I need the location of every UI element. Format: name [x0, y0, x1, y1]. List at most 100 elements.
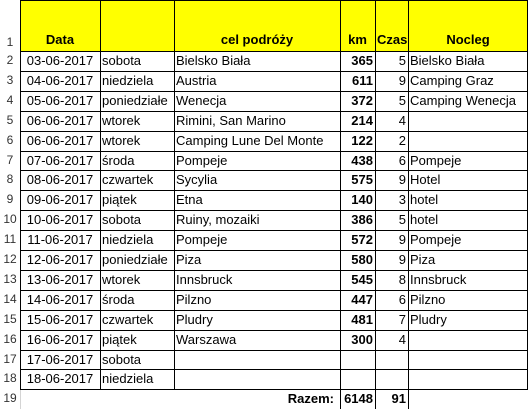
cell-date[interactable]: 03-06-2017: [26, 53, 94, 68]
cell-dest[interactable]: Ruiny, mozaiki: [176, 212, 260, 228]
cell-date[interactable]: 14-06-2017: [26, 291, 94, 307]
cell-km[interactable]: 572: [351, 232, 373, 248]
cell-stay[interactable]: hotel: [410, 212, 439, 228]
cell-time[interactable]: 5: [398, 212, 406, 228]
cell-stay[interactable]: [408, 350, 528, 370]
cell-stay[interactable]: Bielsko Biała: [410, 53, 485, 68]
cell-dest[interactable]: Warszawa: [176, 331, 237, 347]
cell-km[interactable]: 575: [351, 172, 373, 188]
cell-day[interactable]: sobota: [102, 53, 142, 68]
cell-time[interactable]: 7: [398, 311, 406, 327]
cell-date[interactable]: 06-06-2017: [26, 132, 94, 148]
cell-dest[interactable]: Wenecja: [176, 92, 227, 108]
header-day[interactable]: [100, 0, 174, 51]
cell-stay[interactable]: Hotel: [410, 172, 441, 188]
cell-stay[interactable]: [408, 369, 528, 389]
cell-dest[interactable]: Camping Lune Del Monte: [176, 132, 324, 148]
header-time[interactable]: Czas: [375, 0, 408, 51]
cell-date[interactable]: 07-06-2017: [26, 152, 94, 168]
cell-stay[interactable]: Camping Wenecja: [410, 92, 516, 108]
cell-day[interactable]: niedziela: [102, 232, 154, 248]
cell-time[interactable]: 3: [398, 192, 406, 208]
cell-stay[interactable]: [408, 330, 528, 350]
cell-day[interactable]: sobota: [102, 351, 142, 367]
cell-day[interactable]: poniedziałe: [102, 92, 168, 108]
cell-dest[interactable]: [174, 350, 340, 370]
total-km[interactable]: 6148: [344, 391, 373, 407]
cell-day[interactable]: środa: [102, 291, 135, 307]
cell-dest[interactable]: Innsbruck: [176, 271, 233, 287]
cell-stay[interactable]: hotel: [410, 192, 439, 208]
cell-km[interactable]: 438: [351, 152, 373, 168]
cell-date[interactable]: 11-06-2017: [27, 232, 93, 248]
cell-time[interactable]: 4: [398, 331, 406, 347]
total-time[interactable]: 91: [391, 391, 406, 407]
cell-time[interactable]: 4: [398, 112, 406, 128]
cell-dest[interactable]: [174, 369, 340, 389]
header-km[interactable]: km: [340, 0, 375, 51]
cell-dest[interactable]: Piza: [176, 252, 202, 267]
cell-dest[interactable]: Pompeje: [176, 152, 228, 168]
header-destination[interactable]: cel podróży: [174, 0, 340, 51]
header-stay[interactable]: Nocleg: [408, 0, 528, 51]
cell-stay[interactable]: Piza: [410, 252, 436, 267]
cell-time[interactable]: 5: [398, 92, 406, 108]
cell-stay[interactable]: Pompeje: [410, 232, 462, 248]
cell-km[interactable]: 300: [351, 331, 373, 347]
cell-stay[interactable]: Pompeje: [410, 152, 462, 168]
cell-day[interactable]: niedziela: [102, 72, 154, 88]
cell-dest[interactable]: Sycylia: [176, 172, 218, 188]
cell-dest[interactable]: Pludry: [176, 311, 213, 327]
cell-km[interactable]: 481: [351, 311, 373, 327]
cell-km[interactable]: 140: [351, 192, 373, 208]
cell-stay[interactable]: Pludry: [410, 311, 447, 327]
cell-dest[interactable]: Pilzno: [176, 291, 212, 307]
cell-dest[interactable]: Austria: [176, 72, 217, 88]
header-date[interactable]: Data: [20, 0, 100, 51]
cell-dest[interactable]: Pompeje: [176, 232, 228, 248]
cell-date[interactable]: 04-06-2017: [26, 72, 94, 88]
cell-time[interactable]: 6: [398, 291, 406, 307]
cell-date[interactable]: 16-06-2017: [26, 331, 94, 347]
cell-day[interactable]: wtorek: [102, 112, 141, 128]
cell-day[interactable]: czwartek: [102, 172, 154, 188]
cell-time[interactable]: 6: [398, 152, 406, 168]
cell-day[interactable]: sobota: [102, 212, 142, 228]
cell-date[interactable]: 08-06-2017: [26, 172, 94, 188]
cell-date[interactable]: 05-06-2017: [26, 92, 94, 108]
cell-km[interactable]: 580: [351, 252, 373, 267]
cell-date[interactable]: 15-06-2017: [26, 311, 94, 327]
cell-km[interactable]: [340, 350, 375, 370]
cell-stay[interactable]: [408, 111, 528, 131]
cell-dest[interactable]: Etna: [176, 192, 203, 208]
cell-km[interactable]: 365: [351, 53, 373, 68]
cell-km[interactable]: 447: [351, 291, 373, 307]
cell-time[interactable]: 9: [398, 252, 406, 267]
cell-time[interactable]: 9: [398, 172, 406, 188]
cell-km[interactable]: 214: [351, 112, 373, 128]
cell-stay[interactable]: Innsbruck: [410, 271, 467, 287]
cell-date[interactable]: 09-06-2017: [26, 192, 94, 208]
cell-stay[interactable]: [408, 131, 528, 151]
cell-day[interactable]: piątek: [102, 192, 137, 208]
cell-time[interactable]: 9: [398, 232, 406, 248]
cell-day[interactable]: środa: [102, 152, 135, 168]
cell-date[interactable]: 06-06-2017: [26, 112, 94, 128]
cell-date[interactable]: 10-06-2017: [26, 212, 94, 228]
cell-time[interactable]: 8: [398, 271, 406, 287]
cell-stay[interactable]: Pilzno: [410, 291, 446, 307]
cell-stay[interactable]: Camping Graz: [410, 72, 494, 88]
cell-date[interactable]: 13-06-2017: [26, 271, 94, 287]
cell-dest[interactable]: Bielsko Biała: [176, 53, 251, 68]
cell-date[interactable]: 17-06-2017: [26, 351, 94, 367]
cell-date[interactable]: 12-06-2017: [26, 252, 94, 267]
cell-time[interactable]: 5: [398, 53, 406, 68]
cell-km[interactable]: 122: [351, 132, 373, 148]
cell-day[interactable]: poniedziałe: [102, 252, 168, 267]
cell-km[interactable]: 545: [351, 271, 373, 287]
cell-time[interactable]: [375, 350, 408, 370]
cell-time[interactable]: 2: [398, 132, 406, 148]
cell-km[interactable]: 386: [351, 212, 373, 228]
cell-day[interactable]: wtorek: [102, 132, 141, 148]
cell-day[interactable]: niedziela: [102, 371, 154, 387]
